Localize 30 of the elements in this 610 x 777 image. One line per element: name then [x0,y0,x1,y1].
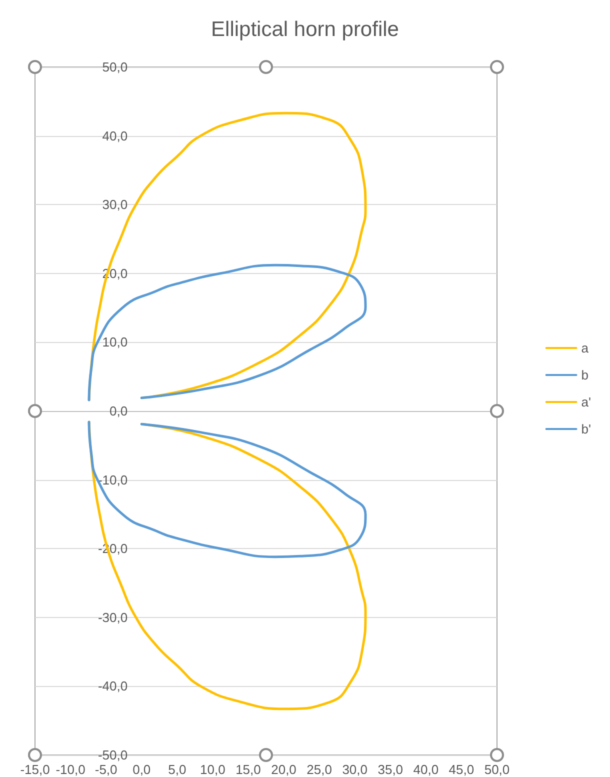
x-tick-label: 25,0 [306,762,332,777]
y-tick-label: 0,0 [110,404,128,418]
x-tick-label: 40,0 [413,762,439,777]
y-tick-label: -40,0 [98,678,128,694]
x-tick-label: 50,0 [484,762,510,777]
chart-title: Elliptical horn profile [211,18,399,41]
x-tick-label: 10,0 [200,762,226,777]
x-tick-label: 5,0 [168,762,186,777]
x-tick-label: -15,0 [20,762,50,777]
legend-label: a [581,340,590,356]
x-tick-label: 0,0 [132,762,151,777]
x-tick-label: -10,0 [56,762,86,777]
legend-label: a' [581,394,592,410]
y-tick-label: 30,0 [102,197,128,212]
y-tick-label: -10,0 [98,472,128,488]
y-tick-label: 40,0 [102,128,128,144]
legend-label: b [581,368,589,382]
x-tick-label: 35,0 [378,762,404,777]
line-series [88,420,367,558]
x-tick-label: 30,0 [342,762,368,777]
legend-label: b' [581,422,592,436]
x-tick-label: 20,0 [271,762,296,777]
x-tick-label: 45,0 [448,762,474,777]
y-tick-label: -30,0 [98,610,128,625]
y-tick-label: 50,0 [102,60,128,74]
y-tick-label: -50,0 [98,748,128,762]
line-series [88,264,367,402]
x-tick-label: 15,0 [236,762,261,777]
y-tick-label: 10,0 [102,334,128,350]
x-tick-label: -5,0 [94,762,118,777]
